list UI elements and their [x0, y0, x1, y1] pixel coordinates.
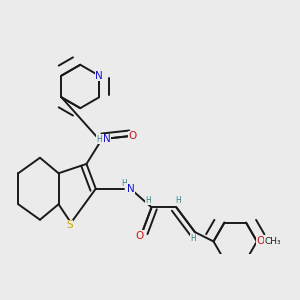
- Text: O: O: [256, 236, 265, 246]
- Text: H: H: [190, 235, 196, 244]
- Text: CH₃: CH₃: [265, 237, 281, 246]
- Text: H: H: [121, 179, 127, 188]
- Text: H: H: [175, 196, 181, 205]
- Text: S: S: [66, 220, 73, 230]
- Text: N: N: [95, 70, 103, 81]
- Text: H: H: [146, 196, 151, 205]
- Text: H: H: [96, 135, 102, 144]
- Text: O: O: [135, 231, 143, 241]
- Text: O: O: [129, 131, 137, 141]
- Text: N: N: [103, 134, 110, 144]
- Text: N: N: [127, 184, 134, 194]
